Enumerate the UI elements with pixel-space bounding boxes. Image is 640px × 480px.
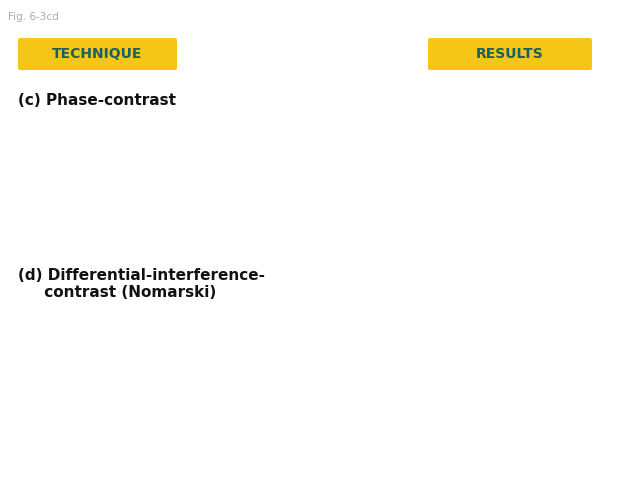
Text: Fig. 6-3cd: Fig. 6-3cd bbox=[8, 12, 59, 22]
Text: (d) Differential-interference-
     contrast (Nomarski): (d) Differential-interference- contrast … bbox=[18, 268, 265, 300]
Text: TECHNIQUE: TECHNIQUE bbox=[52, 47, 143, 61]
Text: RESULTS: RESULTS bbox=[476, 47, 544, 61]
FancyBboxPatch shape bbox=[18, 38, 177, 70]
Text: (c) Phase-contrast: (c) Phase-contrast bbox=[18, 93, 176, 108]
FancyBboxPatch shape bbox=[428, 38, 592, 70]
